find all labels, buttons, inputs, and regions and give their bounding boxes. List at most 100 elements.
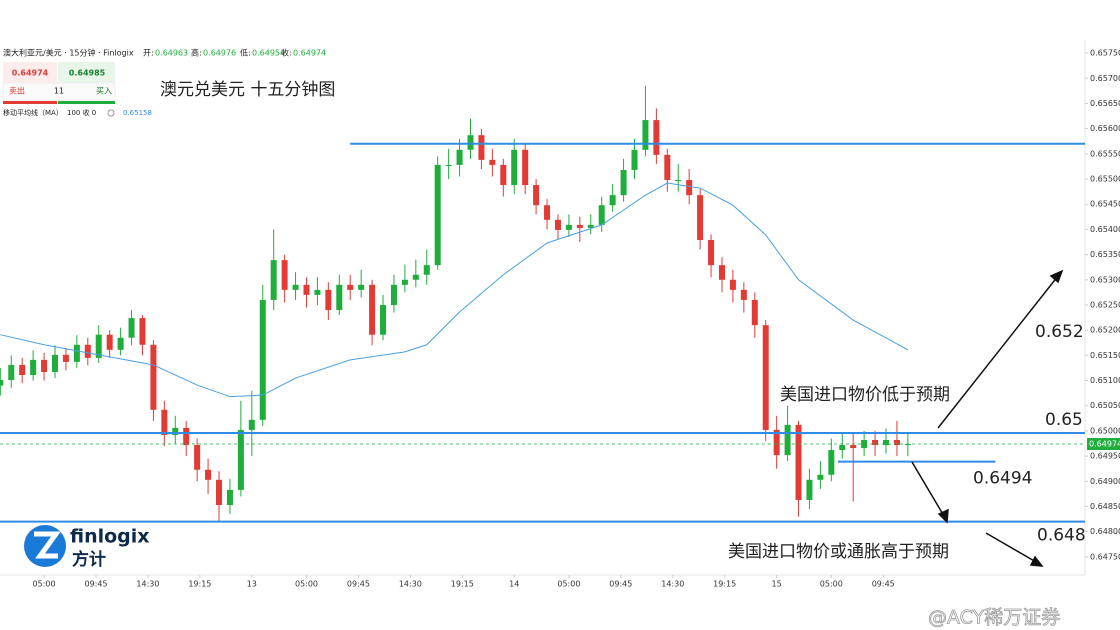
- sell-bar: [3, 101, 57, 104]
- candle-body: [740, 289, 747, 300]
- candle-body: [161, 409, 168, 435]
- candle-body: [708, 239, 715, 266]
- target-label: 0.652: [1035, 322, 1084, 342]
- ohlc-label: 收:: [281, 48, 292, 58]
- candle-body: [598, 205, 605, 225]
- annotation: 美国进口物价低于预期: [780, 385, 950, 405]
- candle-body: [8, 364, 15, 381]
- candle-body: [325, 289, 332, 311]
- candle-body: [631, 149, 638, 170]
- logo-cn: 方计: [72, 549, 106, 570]
- candle-body: [259, 299, 266, 420]
- candle-body: [117, 337, 124, 350]
- candle-body: [106, 334, 113, 350]
- y-tick-label: 0.65350: [1090, 250, 1120, 259]
- x-tick-label: 09:45: [609, 580, 632, 589]
- candle-body: [795, 424, 802, 500]
- candle-body: [697, 195, 704, 240]
- candle-body: [303, 284, 310, 295]
- y-tick-label: 0.64850: [1090, 502, 1120, 511]
- ohlc-value: 0.64954: [252, 49, 285, 58]
- candle-body: [73, 344, 80, 362]
- candle-body: [587, 224, 594, 228]
- candle-body: [19, 364, 26, 376]
- candle-body: [314, 289, 321, 295]
- candle-body: [226, 489, 233, 505]
- x-tick-label: 05:00: [557, 580, 580, 589]
- candle-body: [216, 479, 223, 505]
- candle-body: [150, 344, 157, 410]
- candle-body: [336, 284, 343, 311]
- sell-price: 0.64974: [12, 69, 49, 78]
- x-tick-label: 15: [772, 580, 782, 589]
- buy-bar: [58, 101, 115, 104]
- candle-body: [95, 334, 102, 358]
- arrow: [937, 275, 1059, 429]
- y-tick-label: 0.65700: [1090, 74, 1120, 83]
- candle-body: [205, 469, 212, 480]
- ohlc-value: 0.64974: [293, 49, 326, 58]
- candle-body: [30, 359, 37, 376]
- candle-body: [850, 445, 857, 449]
- trade-row: [2, 82, 116, 101]
- candle-body: [642, 120, 649, 150]
- candle-body: [806, 479, 813, 500]
- y-tick-label: 0.65250: [1090, 300, 1120, 309]
- y-tick-label: 0.65600: [1090, 124, 1120, 133]
- buy-box[interactable]: [58, 62, 115, 83]
- candle-body: [653, 120, 660, 155]
- candle-body: [347, 284, 354, 290]
- level-label: 0.6494: [973, 469, 1032, 489]
- candle-body: [62, 354, 69, 362]
- ma-icon[interactable]: [107, 109, 115, 117]
- x-tick-label: 09:45: [84, 580, 107, 589]
- y-tick-label: 0.65100: [1090, 376, 1120, 385]
- candle-body: [369, 284, 376, 335]
- arrows: [911, 269, 1064, 567]
- candle-body: [882, 439, 890, 446]
- last-price-box: [1087, 438, 1120, 451]
- candle-body: [41, 359, 48, 372]
- x-tick-label: 19:15: [713, 580, 736, 589]
- candle-body: [554, 219, 561, 230]
- candle-body: [478, 135, 485, 160]
- candle-body: [522, 149, 529, 186]
- candle-body: [544, 205, 551, 220]
- candle-body: [390, 284, 397, 305]
- spread: 11: [54, 87, 64, 96]
- y-tick-label: 0.65650: [1090, 99, 1120, 108]
- candle-body: [445, 164, 452, 166]
- candle-body: [281, 260, 288, 290]
- arrowhead: [937, 508, 949, 524]
- candle-body: [270, 260, 277, 300]
- candle-body: [773, 429, 780, 456]
- y-tick-label: 0.65050: [1090, 401, 1120, 410]
- candle-body: [456, 149, 463, 165]
- y-tick-label: 0.64950: [1090, 452, 1120, 461]
- candle-body: [664, 154, 671, 181]
- ma-line: [0, 182, 909, 398]
- candle-body: [248, 419, 255, 430]
- y-tick-label: 0.65550: [1090, 149, 1120, 158]
- y-tick-label: 0.65300: [1090, 275, 1120, 284]
- arrow: [985, 532, 1037, 563]
- buy-label: 买入: [96, 87, 112, 96]
- level-label: 0.648: [1037, 526, 1086, 546]
- annotation: 美国进口物价或通胀高于预期: [728, 542, 949, 562]
- last-price-label: 0.64974: [1089, 440, 1120, 449]
- buy-price: 0.64985: [69, 69, 106, 78]
- candle-body: [686, 180, 693, 196]
- x-tick-label: 14:30: [399, 580, 422, 589]
- y-tick-label: 0.65500: [1090, 175, 1120, 184]
- sell-box[interactable]: [3, 62, 57, 83]
- candle-body: [467, 135, 474, 150]
- x-tick-label: 14:30: [136, 580, 159, 589]
- x-tick-label: 14:30: [661, 580, 684, 589]
- candle-body: [0, 380, 4, 386]
- candle-body: [576, 224, 583, 228]
- x-tick-label: 19:15: [451, 580, 474, 589]
- candle-body: [620, 169, 627, 196]
- candle-body: [358, 284, 365, 290]
- y-tick-label: 0.65000: [1090, 426, 1120, 435]
- y-tick-label: 0.65750: [1090, 49, 1120, 58]
